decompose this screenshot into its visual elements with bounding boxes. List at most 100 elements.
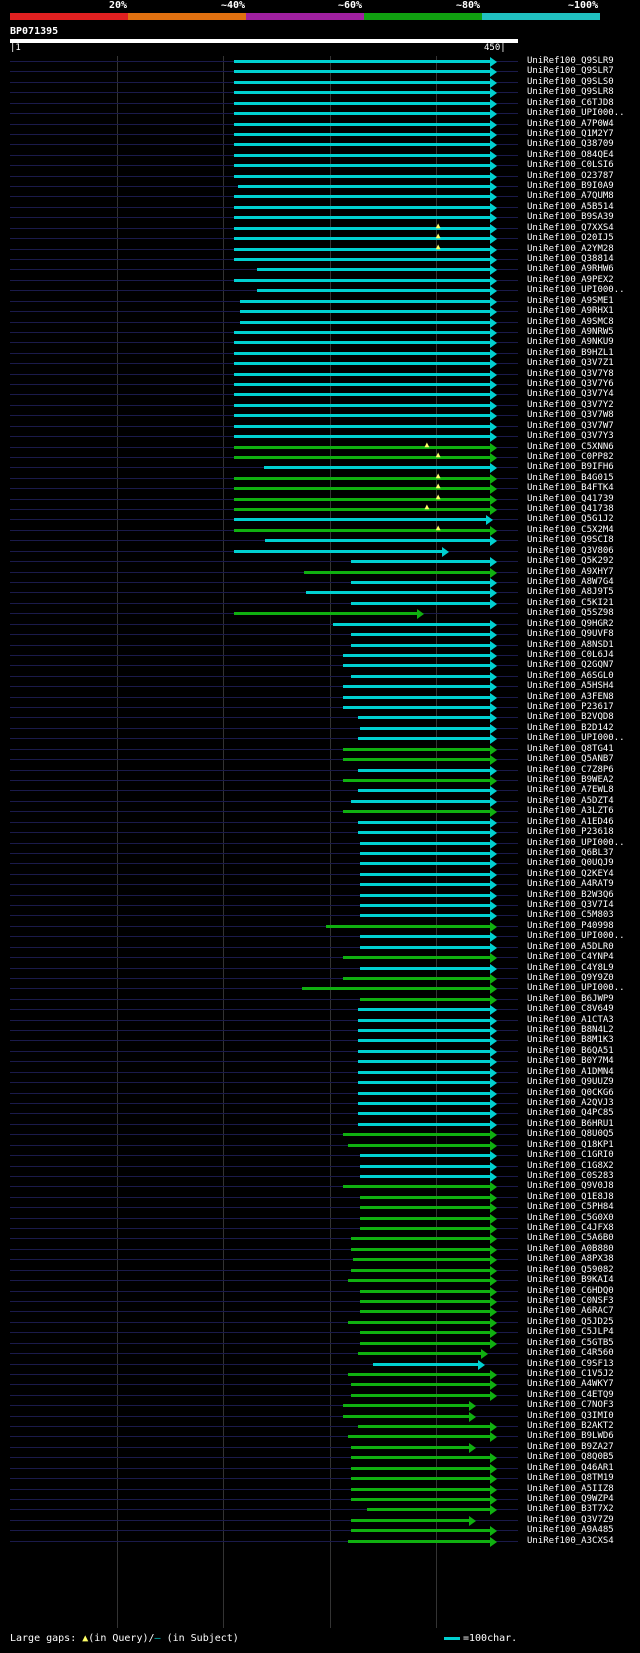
hit-row[interactable]: ▲ UniRef100_Q41738: [0, 502, 640, 516]
hit-label[interactable]: UniRef100_A5IIZ8: [527, 1483, 614, 1494]
hit-alignment-bar[interactable]: [366, 1508, 492, 1512]
hit-alignment-bar[interactable]: [360, 841, 492, 845]
hit-row[interactable]: UniRef100_A9NKU9: [0, 337, 640, 349]
hit-label[interactable]: UniRef100_P23618: [527, 827, 614, 838]
hit-alignment-bar[interactable]: [233, 435, 492, 439]
hit-alignment-bar[interactable]: [360, 1227, 492, 1231]
hit-label[interactable]: UniRef100_C6HDQ0: [527, 1285, 614, 1296]
hit-alignment-bar[interactable]: [350, 560, 492, 564]
hit-row[interactable]: UniRef100_C4JFX8: [0, 1223, 640, 1235]
hit-label[interactable]: UniRef100_A8J9T5: [527, 587, 614, 598]
hit-row[interactable]: UniRef100_Q5SZ98: [0, 608, 640, 620]
hit-row[interactable]: UniRef100_A3FEN8: [0, 692, 640, 703]
hit-label[interactable]: UniRef100_A9RHX1: [527, 306, 614, 317]
hit-row[interactable]: UniRef100_B9IFH6: [0, 462, 640, 474]
hit-row[interactable]: UniRef100_C0L6J4: [0, 650, 640, 661]
hit-label[interactable]: UniRef100_A4WKY7: [527, 1379, 614, 1390]
hit-row[interactable]: UniRef100_A5DLR0: [0, 942, 640, 953]
hit-row[interactable]: UniRef100_C5KI21: [0, 598, 640, 609]
hit-alignment-bar[interactable]: [360, 1299, 492, 1303]
hit-label[interactable]: UniRef100_B8M1K3: [527, 1035, 614, 1046]
hit-alignment-bar[interactable]: [360, 1154, 492, 1158]
hit-label[interactable]: UniRef100_A1ED46: [527, 816, 614, 827]
hit-row[interactable]: UniRef100_UPI000..: [0, 733, 640, 745]
hit-row[interactable]: UniRef100_A4WKY7: [0, 1379, 640, 1391]
hit-alignment-bar[interactable]: [233, 112, 492, 116]
hit-alignment-bar[interactable]: [350, 1237, 492, 1241]
hit-row[interactable]: UniRef100_B2VQD8: [0, 712, 640, 724]
hit-row[interactable]: UniRef100_Q5ANB7: [0, 754, 640, 766]
hit-label[interactable]: UniRef100_A9NRW5: [527, 326, 614, 337]
hit-row[interactable]: UniRef100_C6HDQ0: [0, 1286, 640, 1297]
hit-alignment-bar[interactable]: [357, 820, 492, 824]
hit-label[interactable]: UniRef100_A9SME1: [527, 295, 614, 306]
hit-alignment-bar[interactable]: [233, 403, 492, 407]
hit-alignment-bar[interactable]: [343, 695, 492, 699]
hit-alignment-bar[interactable]: [233, 247, 492, 251]
hit-row[interactable]: UniRef100_Q3V7Z9: [0, 1515, 640, 1526]
hit-row[interactable]: UniRef100_Q9SCI8: [0, 535, 640, 547]
hit-alignment-bar[interactable]: [350, 1247, 492, 1251]
hit-row[interactable]: UniRef100_C8V649: [0, 1004, 640, 1016]
hit-alignment-bar[interactable]: [357, 1091, 492, 1095]
hit-row[interactable]: UniRef100_Q3V7Y4: [0, 389, 640, 401]
hit-alignment-bar[interactable]: [233, 122, 492, 126]
hit-label[interactable]: UniRef100_B9IFH6: [527, 462, 614, 473]
hit-row[interactable]: UniRef100_Q9HGR2: [0, 619, 640, 630]
hit-row[interactable]: UniRef100_A7QUM8: [0, 191, 640, 203]
hit-label[interactable]: UniRef100_Q3V7Y2: [527, 399, 614, 410]
hit-alignment-bar[interactable]: [372, 1362, 480, 1366]
hit-label[interactable]: UniRef100_C5M803: [527, 910, 614, 921]
hit-label[interactable]: UniRef100_B9HZL1: [527, 347, 614, 358]
hit-alignment-bar[interactable]: [357, 1122, 492, 1126]
hit-label[interactable]: UniRef100_Q41738: [527, 504, 614, 515]
hit-row[interactable]: UniRef100_A5HSH4: [0, 681, 640, 693]
hit-row[interactable]: UniRef100_C7NOF3: [0, 1400, 640, 1412]
hit-alignment-bar[interactable]: [343, 685, 492, 689]
hit-alignment-bar[interactable]: [326, 924, 492, 928]
hit-row[interactable]: UniRef100_B9I0A9: [0, 181, 640, 193]
hit-row[interactable]: ▲ UniRef100_Q41739: [0, 492, 640, 505]
hit-label[interactable]: UniRef100_Q3V7Y8: [527, 368, 614, 379]
hit-row[interactable]: UniRef100_A3CXS4: [0, 1536, 640, 1547]
hit-label[interactable]: UniRef100_Q9SLS0: [527, 76, 614, 87]
hit-row[interactable]: UniRef100_P23617: [0, 702, 640, 714]
hit-alignment-bar[interactable]: [360, 1289, 492, 1293]
hit-alignment-bar[interactable]: [343, 747, 492, 751]
hit-label[interactable]: UniRef100_Q1M2Y7: [527, 128, 614, 139]
hit-label[interactable]: UniRef100_Q9SLR8: [527, 87, 614, 98]
hit-alignment-bar[interactable]: [233, 445, 492, 449]
hit-row[interactable]: UniRef100_Q9Y9Z0: [0, 973, 640, 984]
hit-label[interactable]: UniRef100_P40998: [527, 920, 614, 931]
hit-label[interactable]: UniRef100_Q8U0Q5: [527, 1129, 614, 1140]
hit-row[interactable]: UniRef100_C5M803: [0, 910, 640, 922]
hit-label[interactable]: UniRef100_A9NKU9: [527, 337, 614, 348]
hit-label[interactable]: UniRef100_Q5SZ98: [527, 608, 614, 619]
hit-label[interactable]: UniRef100_A9A485: [527, 1525, 614, 1536]
hit-row[interactable]: UniRef100_A0B880: [0, 1244, 640, 1255]
hit-row[interactable]: UniRef100_A1ED46: [0, 817, 640, 828]
hit-alignment-bar[interactable]: [233, 351, 492, 355]
hit-label[interactable]: UniRef100_C5XNN6: [527, 441, 614, 452]
hit-alignment-bar[interactable]: [233, 216, 492, 220]
hit-row[interactable]: UniRef100_Q5JD25: [0, 1317, 640, 1328]
hit-label[interactable]: UniRef100_A3LZT6: [527, 806, 614, 817]
hit-alignment-bar[interactable]: [233, 487, 492, 491]
hit-alignment-bar[interactable]: [350, 643, 492, 647]
hit-row[interactable]: UniRef100_Q18KP1: [0, 1140, 640, 1151]
hit-alignment-bar[interactable]: [360, 851, 492, 855]
hit-alignment-bar[interactable]: [233, 518, 487, 522]
hit-row[interactable]: UniRef100_Q3V7I4: [0, 900, 640, 912]
hit-row[interactable]: ▲ UniRef100_Q7XXS4: [0, 221, 640, 234]
hit-alignment-bar[interactable]: [343, 706, 492, 710]
hit-label[interactable]: UniRef100_C5G0X0: [527, 1212, 614, 1223]
hit-row[interactable]: UniRef100_C0LSI6: [0, 160, 640, 172]
hit-alignment-bar[interactable]: [263, 466, 492, 470]
hit-label[interactable]: UniRef100_UPI000..: [527, 983, 625, 994]
hit-label[interactable]: UniRef100_C4ETQ9: [527, 1389, 614, 1400]
hit-label[interactable]: UniRef100_C5X2M4: [527, 524, 614, 535]
hit-alignment-bar[interactable]: [333, 622, 492, 626]
hit-label[interactable]: UniRef100_B4G015: [527, 472, 614, 483]
hit-label[interactable]: UniRef100_C8V649: [527, 1004, 614, 1015]
hit-row[interactable]: UniRef100_A6SGL0: [0, 671, 640, 682]
